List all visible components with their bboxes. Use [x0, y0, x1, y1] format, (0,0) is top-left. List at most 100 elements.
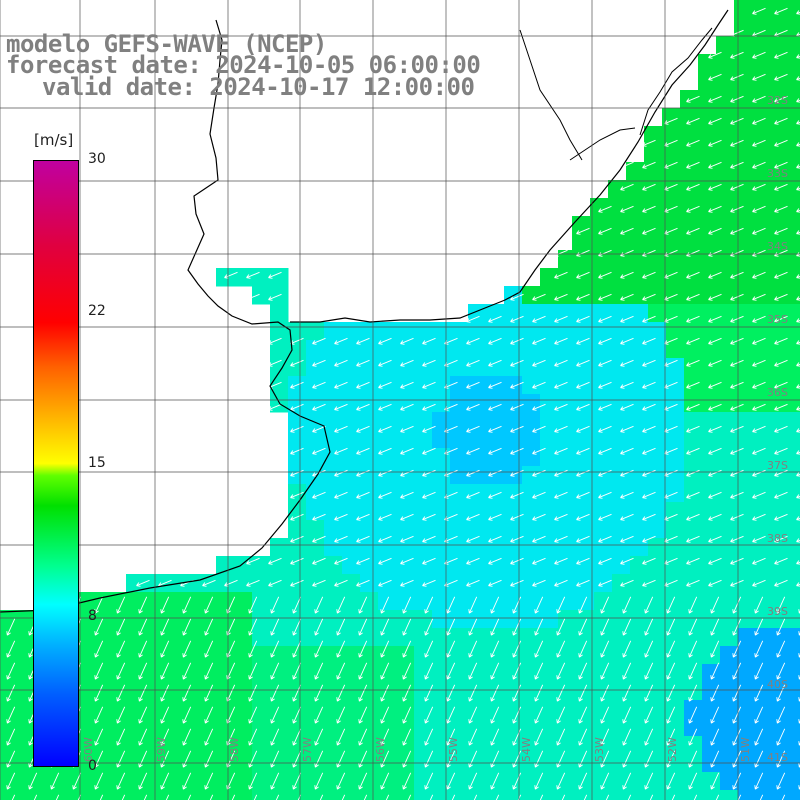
wind-speed-cell — [288, 610, 307, 629]
wind-speed-cell — [396, 358, 415, 377]
wind-arrow — [138, 772, 148, 790]
wind-speed-cell — [522, 556, 541, 575]
wind-arrow — [754, 618, 764, 636]
wind-speed-cell — [612, 646, 631, 665]
wind-speed-cell — [270, 646, 289, 665]
wind-speed-cell — [396, 466, 415, 485]
wind-arrow — [6, 640, 16, 658]
wind-speed-cell — [648, 592, 667, 611]
wind-arrow — [468, 596, 478, 614]
wind-arrow — [642, 491, 656, 499]
wind-speed-cell — [756, 430, 775, 449]
wind-arrow — [446, 596, 456, 614]
wind-speed-cell — [792, 340, 800, 359]
wind-speed-cell — [306, 556, 325, 575]
wind-speed-cell — [734, 54, 753, 73]
wind-speed-cell — [342, 772, 361, 791]
wind-arrow — [686, 403, 700, 411]
wind-arrow — [424, 706, 434, 724]
wind-speed-cell — [792, 664, 800, 683]
wind-speed-cell — [522, 358, 541, 377]
wind-speed-cell — [558, 520, 577, 539]
wind-speed-cell — [270, 268, 289, 287]
wind-arrow — [600, 618, 610, 636]
wind-arrow — [268, 293, 282, 301]
wind-speed-cell — [716, 216, 735, 235]
wind-speed-cell — [270, 304, 289, 323]
wind-speed-cell — [612, 574, 631, 593]
wind-arrow — [336, 640, 346, 658]
wind-speed-cell — [702, 484, 721, 503]
wind-speed-cell — [486, 484, 505, 503]
wind-speed-cell — [756, 412, 775, 431]
wind-arrow — [6, 684, 16, 702]
wind-arrow — [620, 315, 634, 323]
wind-speed-cell — [626, 180, 645, 199]
wind-arrow — [620, 359, 634, 367]
wind-speed-cell — [774, 538, 793, 557]
wind-speed-cell — [486, 664, 505, 683]
wind-speed-cell — [342, 718, 361, 737]
wind-speed-cell — [90, 790, 109, 800]
wind-arrow — [378, 403, 392, 411]
wind-arrow — [774, 315, 788, 323]
wind-speed-cell — [504, 340, 523, 359]
wind-speed-cell — [720, 556, 739, 575]
wind-arrow — [356, 359, 370, 367]
wind-speed-cell — [18, 736, 37, 755]
wind-arrow — [556, 640, 566, 658]
wind-arrow — [730, 381, 744, 389]
wind-speed-cell — [612, 772, 631, 791]
wind-speed-cell — [414, 520, 433, 539]
wind-speed-cell — [698, 72, 717, 91]
wind-arrow — [600, 706, 610, 724]
wind-speed-cell — [720, 520, 739, 539]
wind-arrow — [710, 640, 720, 658]
wind-arrow — [642, 139, 656, 147]
wind-speed-cell — [270, 610, 289, 629]
wind-arrow — [642, 447, 656, 455]
wind-arrow — [752, 73, 766, 81]
wind-arrow — [754, 750, 764, 768]
wind-speed-cell — [644, 126, 663, 145]
wind-speed-cell — [378, 430, 397, 449]
wind-speed-cell — [504, 628, 523, 647]
wind-speed-cell — [594, 592, 613, 611]
wind-speed-cell — [450, 394, 469, 413]
wind-arrow — [620, 535, 634, 543]
wind-speed-cell — [468, 610, 487, 629]
wind-speed-cell — [576, 736, 595, 755]
wind-arrow — [400, 403, 414, 411]
wind-speed-cell — [630, 466, 649, 485]
wind-speed-cell — [54, 772, 73, 791]
wind-arrow — [248, 728, 258, 746]
wind-speed-cell — [396, 412, 415, 431]
wind-arrow — [554, 381, 568, 389]
wind-arrow — [622, 618, 632, 636]
wind-speed-cell — [788, 198, 800, 217]
wind-arrow — [534, 662, 544, 680]
wind-speed-cell — [270, 574, 289, 593]
wind-arrow — [730, 205, 744, 213]
wind-speed-cell — [558, 304, 577, 323]
wind-speed-cell — [644, 144, 663, 163]
wind-speed-cell — [792, 502, 800, 521]
wind-arrow — [356, 535, 370, 543]
wind-arrow — [204, 596, 214, 614]
colorbar-tick-30: 30 — [88, 151, 106, 167]
wind-arrow — [708, 73, 722, 81]
wind-speed-cell — [594, 340, 613, 359]
wind-speed-cell — [342, 574, 361, 593]
wind-arrow — [402, 706, 412, 724]
wind-arrow — [732, 684, 742, 702]
wind-speed-cell — [0, 790, 19, 800]
latitude-label: 40S — [767, 678, 788, 691]
wind-speed-cell — [414, 772, 433, 791]
wind-speed-cell — [756, 502, 775, 521]
wind-arrow — [468, 728, 478, 746]
wind-arrow — [378, 535, 392, 543]
wind-arrow — [688, 618, 698, 636]
wind-speed-cell — [486, 520, 505, 539]
wind-arrow — [512, 618, 522, 636]
wind-arrow — [686, 227, 700, 235]
